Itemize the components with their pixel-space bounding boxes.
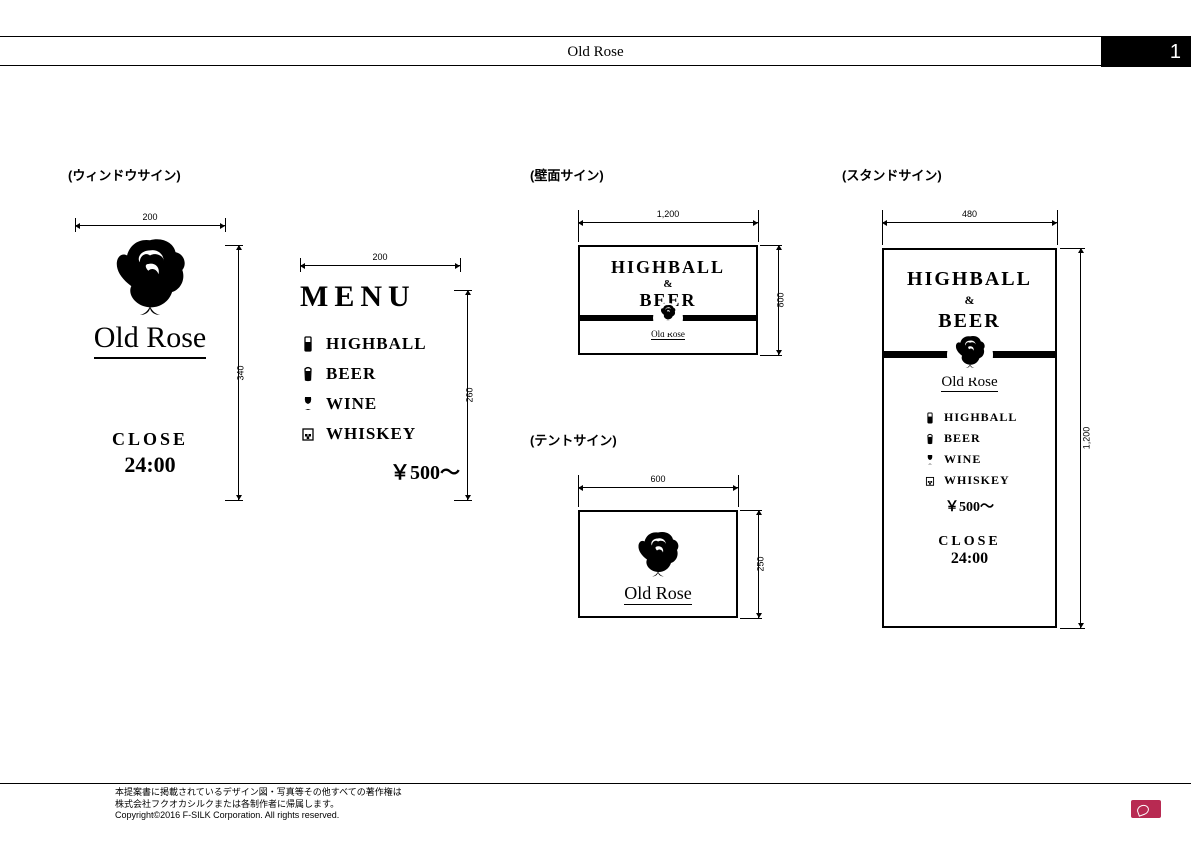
close-label: CLOSE (75, 429, 225, 450)
wine-icon (924, 453, 936, 467)
window-sign: Old Rose CLOSE 24:00 (75, 230, 225, 478)
menu-item: BEER (924, 431, 1055, 446)
dim-ext (460, 258, 461, 272)
dim-ext (740, 618, 762, 619)
heading-window-sign: (ウィンドウサイン) (68, 165, 181, 184)
dim-menu-width: 200 (300, 265, 460, 266)
wall-amp: & (580, 278, 756, 290)
footer-rule (0, 783, 1191, 784)
menu-title: MENU (300, 280, 460, 314)
wall-bar (580, 315, 756, 321)
footer-text: 本提案書に掲載されているデザイン図・写真等その他すべての著作権は 株式会社フクオ… (115, 787, 402, 822)
design-sheet: Old Rose 1 (ウィンドウサイン) (壁面サイン) (スタンドサイン) … (0, 0, 1191, 842)
dim-stand-height: 1,200 (1080, 248, 1081, 628)
dim-ext (225, 500, 243, 501)
wall-line1: HIGHBALL (580, 257, 756, 278)
menu-item: WHISKEY (924, 473, 1055, 488)
heading-stand-sign: (スタンドサイン) (842, 165, 942, 184)
dim-tent-width: 600 (578, 487, 738, 488)
stand-price: ￥500～ (884, 496, 1055, 516)
brand-name: Old Rose (624, 583, 692, 605)
beer-icon (300, 364, 316, 384)
dim-wall-width: 1,200 (578, 222, 758, 223)
stand-line1: HIGHBALL (884, 268, 1055, 291)
dim-ext (760, 355, 782, 356)
dim-ext (454, 500, 472, 501)
dim-ext (1060, 628, 1085, 629)
footer-line3: Copyright©2016 F-SILK Corporation. All r… (115, 810, 402, 822)
page-number: 1 (1101, 37, 1191, 67)
highball-icon (300, 334, 316, 354)
dim-window-height: 340 (238, 245, 239, 500)
dim-ext (738, 475, 739, 507)
stand-line2: BEER (884, 310, 1055, 333)
beer-icon (924, 432, 936, 446)
dim-window-width: 200 (75, 225, 225, 226)
menu-item: WINE (300, 394, 460, 414)
menu-item: HIGHBALL (300, 334, 460, 354)
stand-amp: & (884, 293, 1055, 308)
tent-sign: Old Rose (578, 510, 738, 618)
close-time: 24:00 (75, 452, 225, 478)
rose-icon (952, 332, 988, 368)
menu-item: BEER (300, 364, 460, 384)
stand-close-label: CLOSE (884, 534, 1055, 550)
heading-wall-sign: (壁面サイン) (530, 165, 604, 184)
highball-icon (924, 411, 936, 425)
footer-logo-icon (1131, 800, 1161, 818)
menu-sign: MENU HIGHBALL BEER WINE WHISKEY ￥500～ (300, 280, 460, 485)
whiskey-icon (300, 424, 316, 444)
menu-item: WHISKEY (300, 424, 460, 444)
heading-tent-sign: (テントサイン) (530, 430, 617, 449)
stand-sign: HIGHBALL & BEER Old Rose HIGHBALL BEER W… (882, 248, 1057, 628)
dim-tent-height: 250 (758, 510, 759, 618)
stand-bar (884, 351, 1055, 358)
menu-item: WINE (924, 452, 1055, 467)
menu-item: HIGHBALL (924, 410, 1055, 425)
header-title: Old Rose (0, 37, 1191, 67)
dim-ext (758, 210, 759, 242)
page-header: Old Rose 1 (0, 36, 1191, 66)
stand-close-time: 24:00 (884, 550, 1055, 568)
dim-ext (225, 218, 226, 232)
rose-icon (633, 524, 683, 579)
menu-price: ￥500～ (300, 456, 460, 485)
rose-icon (659, 303, 677, 321)
brand-name: Old Rose (94, 321, 207, 359)
wall-sign: HIGHBALL & BEER Old Rose (578, 245, 758, 355)
footer-line2: 株式会社フクオカシルクまたは各制作者に帰属します。 (115, 799, 402, 811)
dim-ext (1057, 210, 1058, 245)
whiskey-icon (924, 474, 936, 488)
wine-icon (300, 394, 316, 414)
rose-icon (105, 230, 195, 315)
dim-wall-height: 800 (778, 245, 779, 355)
dim-stand-width: 480 (882, 222, 1057, 223)
footer-line1: 本提案書に掲載されているデザイン図・写真等その他すべての著作権は (115, 787, 402, 799)
dim-menu-height: 260 (467, 290, 468, 500)
